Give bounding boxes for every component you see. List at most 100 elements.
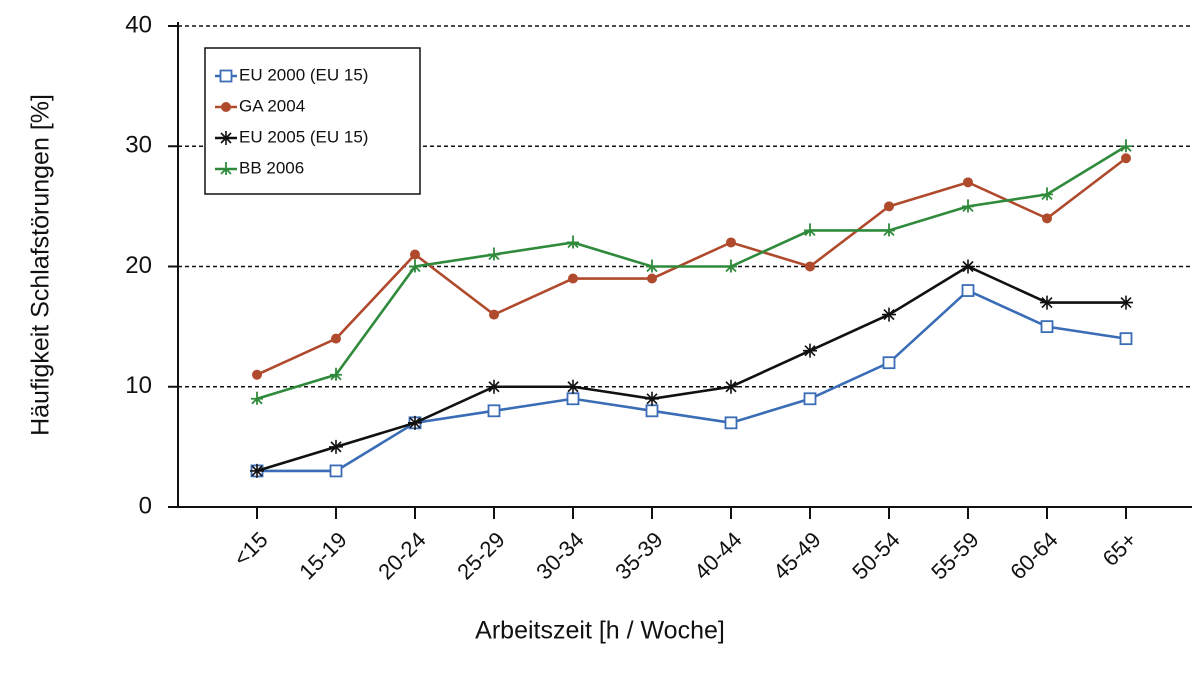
marker-shape: [566, 392, 580, 406]
marker-shape: [724, 379, 738, 394]
marker-shape: [566, 379, 580, 394]
marker: [882, 307, 896, 322]
y-tick-label: 0: [139, 492, 152, 519]
marker-shape: [803, 392, 817, 406]
marker-shape: [488, 247, 500, 261]
marker-shape: [1042, 213, 1052, 224]
marker-shape: [963, 177, 973, 188]
marker-shape: [645, 404, 659, 418]
marker: [221, 102, 231, 112]
marker: [724, 379, 738, 394]
marker: [252, 369, 262, 380]
marker-shape: [408, 415, 422, 430]
marker-shape: [884, 201, 894, 212]
marker: [487, 379, 501, 394]
marker: [646, 259, 658, 273]
x-tick-label: 65+: [1098, 527, 1142, 571]
x-tick-label: 40-44: [689, 527, 746, 584]
marker: [961, 259, 975, 274]
marker-shape: [724, 416, 738, 430]
marker: [1120, 139, 1132, 153]
marker: [724, 416, 738, 430]
marker: [408, 415, 422, 430]
series-line: [256, 157, 1127, 376]
marker-shape: [220, 162, 232, 175]
marker-shape: [961, 259, 975, 274]
marker-shape: [487, 379, 501, 394]
marker: [884, 201, 894, 212]
marker-shape: [330, 367, 342, 381]
marker: [488, 247, 500, 261]
marker-shape: [962, 199, 974, 213]
series-line: [257, 289, 1127, 473]
marker-shape: [1121, 153, 1131, 164]
x-tick-label: 20-24: [373, 527, 430, 584]
y-tick-label: 30: [125, 132, 152, 159]
marker: [219, 131, 233, 145]
marker-shape: [726, 237, 736, 248]
marker-shape: [883, 223, 895, 237]
marker: [566, 392, 580, 406]
marker-shape: [804, 223, 816, 237]
x-tick-label: 35-39: [610, 527, 667, 584]
marker-shape: [1040, 295, 1054, 310]
marker: [331, 333, 341, 344]
marker: [1119, 332, 1133, 346]
marker: [883, 223, 895, 237]
marker-shape: [646, 259, 658, 273]
marker-shape: [1120, 139, 1132, 153]
marker: [645, 391, 659, 406]
marker-shape: [567, 235, 579, 249]
marker: [409, 259, 421, 273]
marker-shape: [725, 259, 737, 273]
marker: [329, 439, 343, 454]
marker: [410, 249, 420, 260]
x-axis-title: Arbeitszeit [h / Woche]: [475, 617, 725, 645]
marker: [1119, 295, 1133, 310]
marker: [962, 199, 974, 213]
marker-shape: [1119, 295, 1133, 310]
marker-shape: [250, 463, 264, 478]
y-tick-label: 10: [125, 372, 152, 399]
marker: [489, 309, 499, 320]
marker: [566, 379, 580, 394]
marker-shape: [329, 439, 343, 454]
legend-label: EU 2005 (EU 15): [239, 127, 368, 146]
marker: [963, 177, 973, 188]
x-tick-label: 30-34: [531, 527, 588, 584]
marker: [330, 367, 342, 381]
marker: [329, 464, 343, 478]
marker-shape: [221, 102, 231, 112]
x-tick-label: 60-64: [1005, 527, 1062, 584]
marker-shape: [410, 249, 420, 260]
marker: [961, 284, 975, 297]
marker: [1121, 153, 1131, 164]
marker-shape: [647, 273, 657, 284]
marker-shape: [409, 259, 421, 273]
marker: [567, 235, 579, 249]
x-tick-label: 15-19: [294, 527, 351, 584]
marker: [568, 273, 578, 284]
marker: [250, 463, 264, 478]
legend-box: [204, 47, 421, 195]
series-line: [256, 145, 1127, 401]
marker-shape: [961, 284, 975, 297]
marker: [1041, 187, 1053, 201]
marker-shape: [251, 391, 263, 405]
marker: [804, 223, 816, 237]
marker: [647, 273, 657, 284]
marker-shape: [882, 356, 896, 370]
marker: [726, 237, 736, 248]
marker-shape: [219, 69, 233, 83]
legend-label: BB 2006: [239, 158, 304, 177]
marker-shape: [329, 464, 343, 478]
x-tick-label: <15: [229, 527, 273, 571]
marker: [220, 162, 232, 175]
y-axis-title: Häufigkeit Schlafstörungen [%]: [27, 94, 55, 436]
marker-shape: [805, 261, 815, 272]
marker: [805, 261, 815, 272]
marker: [882, 356, 896, 370]
marker-shape: [219, 131, 233, 145]
marker-shape: [489, 309, 499, 320]
